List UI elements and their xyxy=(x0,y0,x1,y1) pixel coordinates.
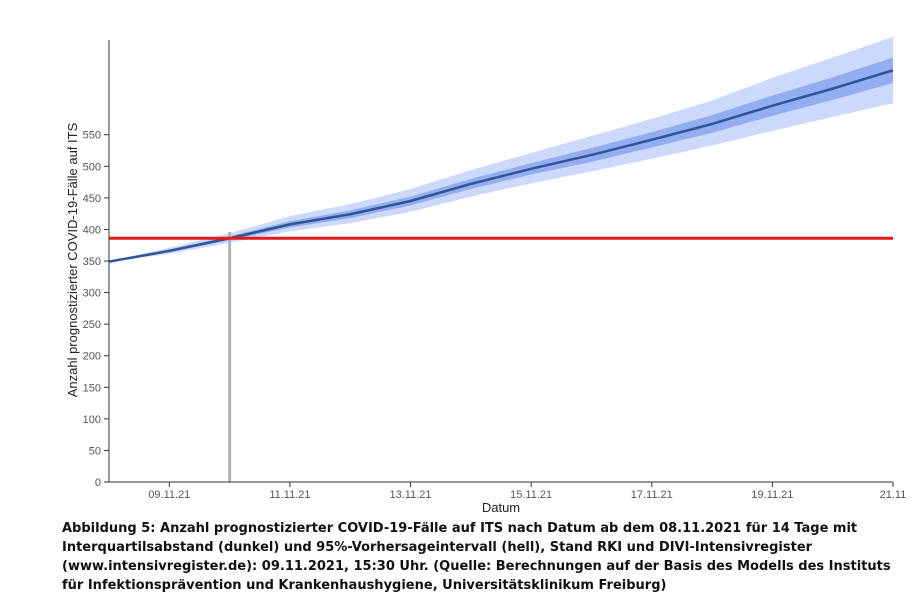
x-tick-label: 13.11.21 xyxy=(390,489,432,501)
median-line xyxy=(108,69,894,263)
x-tick-label: 19.11.21 xyxy=(751,489,793,501)
y-tick-label: 300 xyxy=(83,288,101,300)
x-tick-label: 11.11.21 xyxy=(269,489,310,501)
y-tick-label: 400 xyxy=(83,224,101,236)
x-tick-label: 17.11.21 xyxy=(631,489,673,501)
y-tick-label: 50 xyxy=(89,445,101,457)
x-ticks: 09.11.21 11.11.21 13.11.21 15.11.21 17.11.21… xyxy=(148,482,906,501)
interval-bands xyxy=(108,36,894,263)
x-axis-title: Datum xyxy=(482,500,520,515)
y-tick-label: 150 xyxy=(83,382,101,394)
x-tick-label: 15.11.21 xyxy=(510,489,552,501)
y-tick-label: 100 xyxy=(83,414,101,426)
y-tick-label: 0 xyxy=(95,477,101,489)
y-ticks: 0 50 100 150 200 250 300 350 400 450 500 550 xyxy=(83,130,109,489)
y-tick-label: 550 xyxy=(83,130,101,142)
y-axis-title: Anzahl prognostizierter COVID-19-Fälle a… xyxy=(65,122,80,397)
y-tick-label: 500 xyxy=(83,161,101,173)
band-95-interval xyxy=(109,36,893,262)
forecast-chart: 0 50 100 150 200 250 300 350 400 450 500 550 09.11.… xyxy=(65,36,906,515)
x-tick-label: 09.11.21 xyxy=(148,489,190,501)
reference-lines xyxy=(109,232,893,482)
x-tick-label: 21.11 xyxy=(880,489,907,501)
y-tick-label: 250 xyxy=(83,319,101,331)
y-tick-label: 350 xyxy=(83,256,101,268)
figure-caption: Abbildung 5: Anzahl prognostizierter COV… xyxy=(62,521,891,593)
y-tick-label: 200 xyxy=(83,351,101,363)
y-tick-label: 450 xyxy=(83,193,101,205)
